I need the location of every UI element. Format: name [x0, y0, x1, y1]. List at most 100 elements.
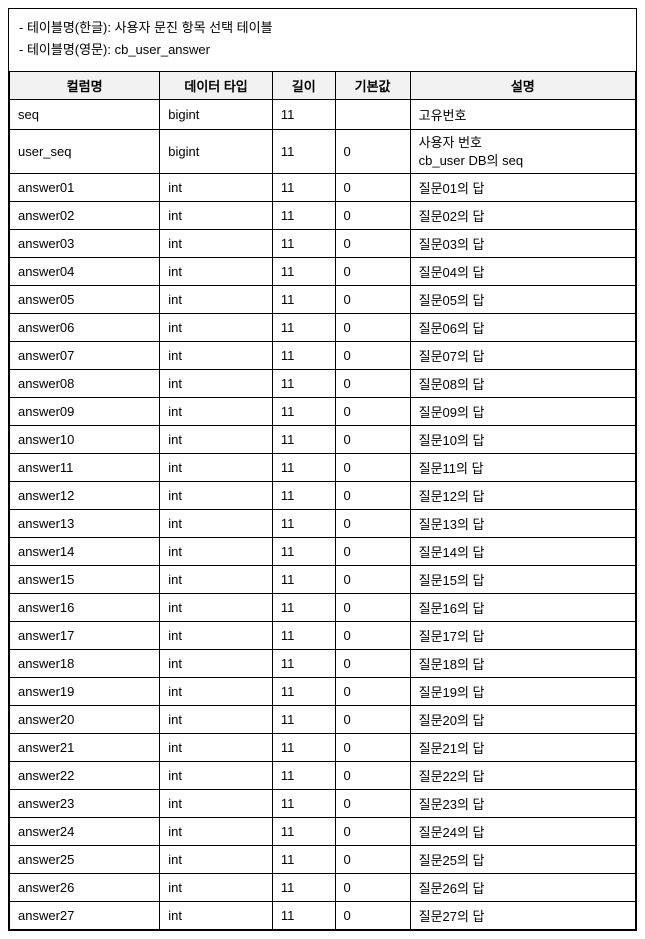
- cell-length: 11: [272, 130, 335, 174]
- cell-description: 질문12의 답: [410, 482, 635, 510]
- cell-data-type: int: [160, 706, 273, 734]
- cell-description: 질문16의 답: [410, 594, 635, 622]
- cell-length: 11: [272, 258, 335, 286]
- table-row: answer20int110질문20의 답: [10, 706, 636, 734]
- cell-description: 질문11의 답: [410, 454, 635, 482]
- col-header-default: 기본값: [335, 72, 410, 100]
- cell-data-type: int: [160, 174, 273, 202]
- cell-column-name: answer03: [10, 230, 160, 258]
- cell-default: 0: [335, 130, 410, 174]
- col-header-length: 길이: [272, 72, 335, 100]
- cell-column-name: answer19: [10, 678, 160, 706]
- table-name-ko-label: - 테이블명(한글):: [19, 20, 115, 35]
- table-row: answer15int110질문15의 답: [10, 566, 636, 594]
- cell-length: 11: [272, 426, 335, 454]
- cell-column-name: answer18: [10, 650, 160, 678]
- cell-data-type: int: [160, 286, 273, 314]
- cell-length: 11: [272, 100, 335, 130]
- cell-default: 0: [335, 510, 410, 538]
- cell-default: 0: [335, 426, 410, 454]
- cell-data-type: int: [160, 538, 273, 566]
- cell-description: 질문07의 답: [410, 342, 635, 370]
- col-header-description: 설명: [410, 72, 635, 100]
- table-name-en-value: cb_user_answer: [115, 42, 210, 57]
- cell-length: 11: [272, 566, 335, 594]
- cell-default: 0: [335, 650, 410, 678]
- cell-default: 0: [335, 818, 410, 846]
- cell-length: 11: [272, 454, 335, 482]
- table-header-row: 컬럼명 데이터 타입 길이 기본값 설명: [10, 72, 636, 100]
- cell-data-type: int: [160, 734, 273, 762]
- cell-default: 0: [335, 594, 410, 622]
- cell-data-type: int: [160, 370, 273, 398]
- cell-default: 0: [335, 678, 410, 706]
- cell-data-type: int: [160, 510, 273, 538]
- cell-description: 질문13의 답: [410, 510, 635, 538]
- cell-length: 11: [272, 538, 335, 566]
- cell-default: 0: [335, 258, 410, 286]
- cell-length: 11: [272, 202, 335, 230]
- cell-default: 0: [335, 762, 410, 790]
- cell-column-name: answer27: [10, 902, 160, 930]
- cell-description: 질문14의 답: [410, 538, 635, 566]
- schema-table: 컬럼명 데이터 타입 길이 기본값 설명 seqbigint11고유번호user…: [9, 71, 636, 930]
- table-row: answer23int110질문23의 답: [10, 790, 636, 818]
- cell-description: 질문26의 답: [410, 874, 635, 902]
- spec-container: - 테이블명(한글): 사용자 문진 항목 선택 테이블 - 테이블명(영문):…: [8, 8, 637, 931]
- cell-column-name: answer02: [10, 202, 160, 230]
- table-name-en-label: - 테이블명(영문):: [19, 42, 115, 57]
- table-row: answer09int110질문09의 답: [10, 398, 636, 426]
- cell-description: 질문15의 답: [410, 566, 635, 594]
- cell-default: 0: [335, 230, 410, 258]
- table-row: answer27int110질문27의 답: [10, 902, 636, 930]
- table-row: answer07int110질문07의 답: [10, 342, 636, 370]
- col-header-name: 컬럼명: [10, 72, 160, 100]
- cell-column-name: answer12: [10, 482, 160, 510]
- table-row: answer03int110질문03의 답: [10, 230, 636, 258]
- table-row: answer21int110질문21의 답: [10, 734, 636, 762]
- cell-default: 0: [335, 482, 410, 510]
- cell-column-name: answer16: [10, 594, 160, 622]
- cell-length: 11: [272, 818, 335, 846]
- cell-data-type: int: [160, 258, 273, 286]
- cell-description: 질문05의 답: [410, 286, 635, 314]
- cell-column-name: answer09: [10, 398, 160, 426]
- cell-default: 0: [335, 286, 410, 314]
- cell-data-type: int: [160, 790, 273, 818]
- cell-column-name: answer13: [10, 510, 160, 538]
- cell-data-type: int: [160, 202, 273, 230]
- cell-length: 11: [272, 510, 335, 538]
- cell-length: 11: [272, 902, 335, 930]
- cell-data-type: int: [160, 314, 273, 342]
- cell-default: 0: [335, 622, 410, 650]
- cell-data-type: int: [160, 678, 273, 706]
- cell-length: 11: [272, 398, 335, 426]
- table-row: answer19int110질문19의 답: [10, 678, 636, 706]
- table-row: answer11int110질문11의 답: [10, 454, 636, 482]
- cell-length: 11: [272, 846, 335, 874]
- table-name-ko-line: - 테이블명(한글): 사용자 문진 항목 선택 테이블: [19, 17, 626, 39]
- cell-column-name: seq: [10, 100, 160, 130]
- cell-column-name: answer17: [10, 622, 160, 650]
- cell-data-type: bigint: [160, 100, 273, 130]
- cell-description: 질문01의 답: [410, 174, 635, 202]
- table-meta-block: - 테이블명(한글): 사용자 문진 항목 선택 테이블 - 테이블명(영문):…: [9, 9, 636, 71]
- cell-length: 11: [272, 678, 335, 706]
- cell-column-name: answer10: [10, 426, 160, 454]
- cell-description: 질문04의 답: [410, 258, 635, 286]
- cell-data-type: bigint: [160, 130, 273, 174]
- cell-column-name: answer20: [10, 706, 160, 734]
- cell-length: 11: [272, 230, 335, 258]
- cell-default: 0: [335, 398, 410, 426]
- cell-length: 11: [272, 650, 335, 678]
- cell-description: 질문24의 답: [410, 818, 635, 846]
- cell-description: 질문09의 답: [410, 398, 635, 426]
- table-row: answer02int110질문02의 답: [10, 202, 636, 230]
- cell-data-type: int: [160, 594, 273, 622]
- cell-length: 11: [272, 762, 335, 790]
- table-row: answer25int110질문25의 답: [10, 846, 636, 874]
- cell-length: 11: [272, 706, 335, 734]
- cell-default: 0: [335, 202, 410, 230]
- table-row: answer14int110질문14의 답: [10, 538, 636, 566]
- cell-default: 0: [335, 874, 410, 902]
